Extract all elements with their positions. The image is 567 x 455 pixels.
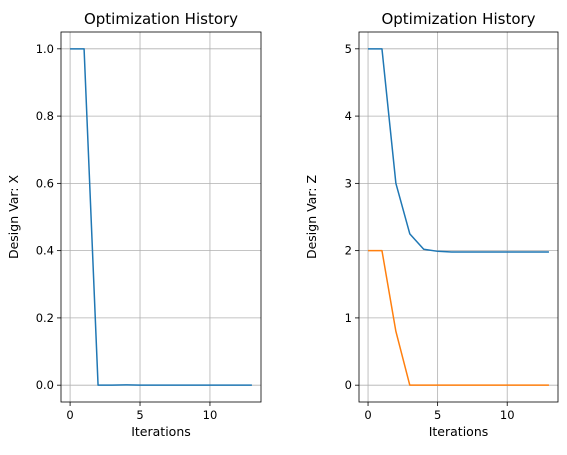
x-tick-label: 10 xyxy=(203,408,218,422)
x-tick-label: 10 xyxy=(500,408,515,422)
chart-title: Optimization History xyxy=(381,10,535,28)
y-tick-label: 1.0 xyxy=(36,42,54,56)
y-tick-label: 0.6 xyxy=(36,176,54,190)
plot-frame xyxy=(358,31,559,403)
y-tick-label: 5 xyxy=(345,42,352,56)
series-line-1 xyxy=(368,48,549,253)
y-tick-label: 0.0 xyxy=(36,378,54,392)
chart-2: 0 5 10 0 1 2 3 4 5 Optimization History Iterations… xyxy=(304,10,559,439)
series-line-1 xyxy=(70,48,252,386)
y-tick-label: 0 xyxy=(345,378,352,392)
y-tick-label: 0.4 xyxy=(36,244,54,258)
series-line-2 xyxy=(368,249,549,386)
y-tick-label: 3 xyxy=(345,176,352,190)
y-tick-label: 1 xyxy=(345,311,352,325)
x-axis-label: Iterations xyxy=(131,424,191,439)
chart-title: Optimization History xyxy=(84,10,238,28)
y-axis-label: Design Var: Z xyxy=(304,175,319,259)
plot-frame xyxy=(60,31,262,403)
y-tick-label: 2 xyxy=(345,244,352,258)
y-axis-label: Design Var: X xyxy=(6,175,21,259)
x-axis-label: Iterations xyxy=(429,424,489,439)
y-tick-label: 0.8 xyxy=(36,109,54,123)
x-tick-label: 5 xyxy=(434,408,441,422)
y-tick-label: 0.2 xyxy=(36,311,54,325)
x-tick-label: 5 xyxy=(136,408,143,422)
x-tick-label: 0 xyxy=(66,408,73,422)
x-tick-label: 0 xyxy=(364,408,371,422)
y-tick-label: 4 xyxy=(345,109,352,123)
chart-1: 0 5 10 0.0 0.2 0.4 0.6 0.8 1.0 Optimization Histo… xyxy=(6,10,262,439)
